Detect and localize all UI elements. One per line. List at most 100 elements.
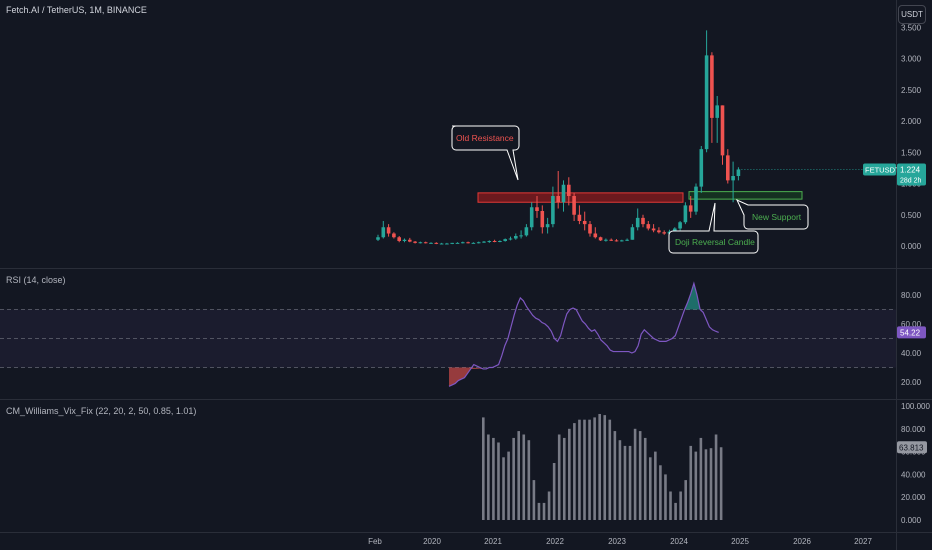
- time-tick-label: 2024: [670, 537, 688, 546]
- vix-tick-label: 20.000: [901, 493, 926, 502]
- old-resistance-callout: [451, 125, 520, 181]
- candle: [577, 214, 582, 221]
- new-support-callout: [735, 198, 809, 230]
- vix-bar: [659, 465, 662, 520]
- candle: [625, 239, 629, 241]
- candle: [402, 239, 407, 241]
- candle: [429, 242, 433, 244]
- candle: [635, 217, 640, 228]
- candle: [535, 207, 539, 211]
- rsi-label[interactable]: RSI (14, close): [6, 275, 66, 285]
- vix-bar: [628, 445, 632, 520]
- candle: [736, 169, 741, 176]
- candle: [588, 224, 592, 234]
- vix-bar: [542, 502, 546, 520]
- candle: [392, 233, 396, 238]
- candle: [641, 217, 645, 225]
- candle: [408, 239, 412, 242]
- vix-bar: [537, 502, 541, 520]
- candle: [620, 240, 624, 242]
- candle: [476, 242, 481, 244]
- candle: [567, 184, 571, 196]
- candle: [529, 207, 534, 228]
- vix-bar: [608, 419, 612, 520]
- candle: [386, 227, 391, 234]
- candle: [651, 228, 656, 231]
- candle: [678, 222, 682, 229]
- vix-bar: [674, 502, 677, 520]
- candle: [514, 236, 518, 239]
- candle: [699, 149, 704, 187]
- price-tick-label: 0.500: [901, 211, 922, 220]
- vix-bar: [527, 440, 531, 520]
- candle: [688, 205, 693, 212]
- time-tick-label: 2021: [484, 537, 502, 546]
- currency-selector[interactable]: USDT: [898, 5, 926, 24]
- vix-bar: [669, 491, 672, 520]
- vix-bar: [583, 419, 586, 520]
- time-tick-label: 2026: [793, 537, 811, 546]
- candle: [662, 232, 666, 234]
- vix-bar: [618, 440, 622, 520]
- vix-bar: [633, 428, 637, 520]
- price-tick-label: 2.000: [901, 117, 922, 126]
- candle: [397, 237, 401, 241]
- time-tick-label: 2027: [854, 537, 872, 546]
- old-resistance-label: Old Resistance: [456, 133, 514, 143]
- candle: [503, 239, 507, 241]
- vix-label[interactable]: CM_Williams_Vix_Fix (22, 20, 2, 50, 0.85…: [6, 406, 197, 416]
- candle: [482, 241, 486, 243]
- candle: [572, 196, 576, 215]
- vix-bar: [573, 423, 576, 520]
- vix-bar: [552, 463, 556, 520]
- candle: [492, 241, 497, 242]
- new-support-label: New Support: [752, 212, 802, 222]
- candle: [715, 105, 719, 118]
- rsi-oversold-fill: [449, 367, 487, 387]
- candle: [466, 242, 470, 244]
- vix-tick-label: 80.000: [901, 425, 926, 434]
- vix-bar: [623, 445, 627, 520]
- support-zone: [688, 191, 803, 200]
- vix-bar: [638, 431, 642, 520]
- rsi-tick-label: 20.00: [901, 378, 922, 387]
- candle: [673, 228, 677, 232]
- vix-bar: [714, 434, 718, 520]
- vix-bar: [512, 437, 515, 520]
- candle: [731, 176, 735, 181]
- last-price-badge: [897, 163, 926, 186]
- vix-bar: [654, 451, 657, 520]
- vix-bar: [613, 431, 617, 520]
- time-tick-label: 2025: [731, 537, 749, 546]
- vix-bar: [502, 457, 505, 520]
- candle: [556, 196, 560, 203]
- rsi-tick-label: 80.00: [901, 291, 922, 300]
- vix-bar: [562, 437, 566, 520]
- vix-bar: [507, 451, 510, 520]
- vix-bar: [719, 447, 723, 520]
- candle: [720, 105, 725, 156]
- vix-bar: [492, 437, 495, 520]
- candle: [710, 55, 714, 118]
- vix-bar: [664, 474, 667, 520]
- candle: [630, 227, 635, 240]
- time-tick-label: 2020: [423, 537, 441, 546]
- vix-bar: [487, 434, 490, 520]
- vix-value-badge: [897, 441, 927, 454]
- candle: [646, 224, 651, 229]
- price-tick-label: 3.000: [901, 55, 922, 64]
- candle: [439, 243, 444, 245]
- candle: [519, 235, 523, 237]
- candle: [423, 242, 428, 244]
- vix-bar: [603, 415, 607, 520]
- symbol-badge: [863, 163, 896, 176]
- candle: [726, 155, 730, 181]
- candle: [593, 233, 598, 238]
- candle: [487, 241, 492, 242]
- candle: [598, 237, 603, 241]
- candle: [434, 242, 439, 244]
- chart-title: Fetch.AI / TetherUS, 1M, BINANCE: [6, 5, 147, 15]
- vix-bar: [482, 417, 485, 520]
- candle: [376, 237, 380, 240]
